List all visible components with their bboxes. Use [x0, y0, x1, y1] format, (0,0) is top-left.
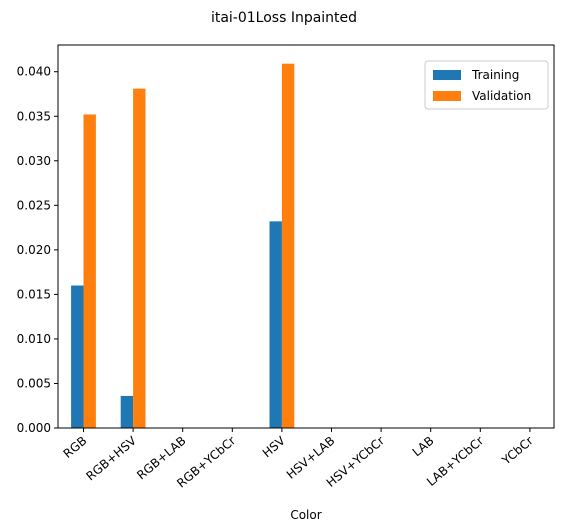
legend: Training Validation [424, 60, 549, 110]
y-tick-label: 0.025 [17, 198, 51, 212]
x-axis-label: Color [290, 508, 321, 522]
x-tick-label: LAB [410, 434, 437, 460]
bars-group [71, 63, 295, 428]
legend-swatch-validation [433, 91, 461, 101]
bar-training-hsv [269, 221, 282, 428]
y-tick-label: 0.040 [17, 65, 51, 79]
y-axis: 0.000 0.005 0.010 0.015 0.020 0.025 0.030 0.035… [17, 65, 58, 435]
y-tick-label: 0.020 [17, 243, 51, 257]
y-tick-label: 0.015 [17, 287, 51, 301]
plot-frame [57, 44, 555, 429]
x-tick-label: HSV [260, 433, 289, 460]
x-tick-label: RGB [61, 434, 90, 461]
chart-title: itai-01Loss Inpainted [211, 10, 357, 26]
y-tick-label: 0.030 [17, 154, 51, 168]
y-tick-label: 0.000 [17, 421, 51, 435]
bar-training-rgb-hsv [120, 395, 134, 428]
y-tick-label: 0.035 [17, 109, 51, 123]
x-tick-label: RGB+HSV [83, 433, 139, 483]
legend-label-training: Training [471, 68, 519, 82]
y-tick-label: 0.010 [17, 332, 51, 346]
bar-validation-hsv [281, 63, 295, 428]
y-tick-label: 0.005 [17, 376, 51, 390]
bar-validation-rgb-hsv [133, 88, 146, 428]
bar-training-rgb [71, 285, 84, 428]
bar-validation-rgb [83, 114, 96, 428]
legend-swatch-training [433, 70, 461, 80]
x-tick-label: YCbCr [498, 434, 535, 469]
legend-label-validation: Validation [472, 89, 531, 103]
